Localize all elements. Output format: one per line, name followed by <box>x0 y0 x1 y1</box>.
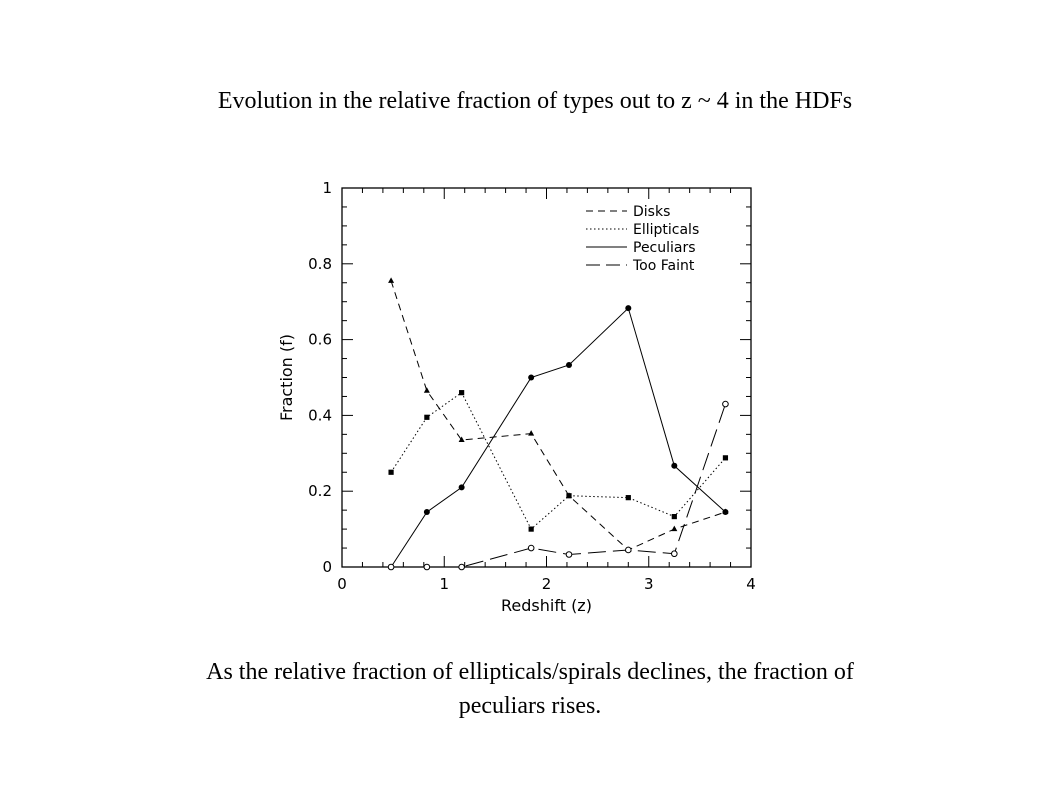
data-point <box>423 563 431 571</box>
x-tick-label: 2 <box>542 575 552 593</box>
data-point <box>388 277 395 283</box>
data-point <box>388 469 394 475</box>
chart-legend: Disks Ellipticals Peculiars Too Faint <box>586 204 699 274</box>
series-line <box>390 280 726 551</box>
data-point <box>528 526 534 532</box>
y-tick-label: 0.2 <box>308 482 332 500</box>
data-point <box>458 484 465 491</box>
series-too-faint <box>387 400 729 571</box>
legend-entry: Ellipticals <box>633 222 699 238</box>
series-line <box>390 391 726 530</box>
data-point <box>423 387 430 393</box>
data-point <box>458 563 465 571</box>
series-line <box>390 307 726 568</box>
series-disks <box>388 277 729 552</box>
data-point <box>671 525 678 532</box>
data-point <box>625 495 631 501</box>
x-tick-label: 3 <box>644 575 654 593</box>
data-point <box>671 462 678 469</box>
y-tick-label: 0.6 <box>308 331 332 349</box>
x-tick-label: 1 <box>439 575 449 593</box>
caption-line-1: As the relative fraction of ellipticals/… <box>206 659 854 685</box>
y-tick-label: 0.8 <box>308 255 332 273</box>
x-axis-label: Redshift (z) <box>501 596 592 615</box>
y-axis-label: Fraction (f) <box>277 334 296 421</box>
data-point <box>566 493 572 499</box>
legend-entry: Too Faint <box>632 258 695 274</box>
data-point <box>458 436 465 443</box>
legend-entry: Peculiars <box>633 240 696 256</box>
series-line <box>391 403 726 568</box>
slide-title: Evolution in the relative fraction of ty… <box>217 88 853 114</box>
legend-entry: Disks <box>633 204 670 220</box>
series-peculiars <box>388 305 729 570</box>
data-point <box>722 509 729 516</box>
data-point <box>459 390 465 396</box>
chart-axes: 0 1 2 3 4 0 0.2 0.4 0.6 0.8 1 Redshift (z) Fraction … <box>277 179 756 615</box>
data-point <box>387 563 395 571</box>
y-tick-label: 0 <box>322 558 332 576</box>
data-point <box>565 551 573 558</box>
data-point <box>722 455 729 461</box>
caption-line-2: peculiars rises. <box>458 693 602 719</box>
chart-series-layer <box>387 277 729 571</box>
data-point <box>671 513 677 520</box>
data-point <box>722 400 729 408</box>
y-tick-label: 1 <box>322 179 332 197</box>
x-tick-label: 0 <box>337 575 347 593</box>
data-point <box>671 550 678 558</box>
data-point <box>528 374 535 381</box>
data-point <box>625 305 632 312</box>
data-point <box>625 546 632 554</box>
data-point <box>528 430 535 436</box>
data-point <box>527 544 535 552</box>
data-point <box>423 509 430 516</box>
y-tick-label: 0.4 <box>308 406 332 424</box>
x-tick-label: 4 <box>746 575 756 593</box>
data-point <box>565 361 572 368</box>
slide-caption: As the relative fraction of ellipticals/… <box>60 655 1000 723</box>
data-point <box>424 414 430 420</box>
series-ellipticals <box>388 390 729 532</box>
